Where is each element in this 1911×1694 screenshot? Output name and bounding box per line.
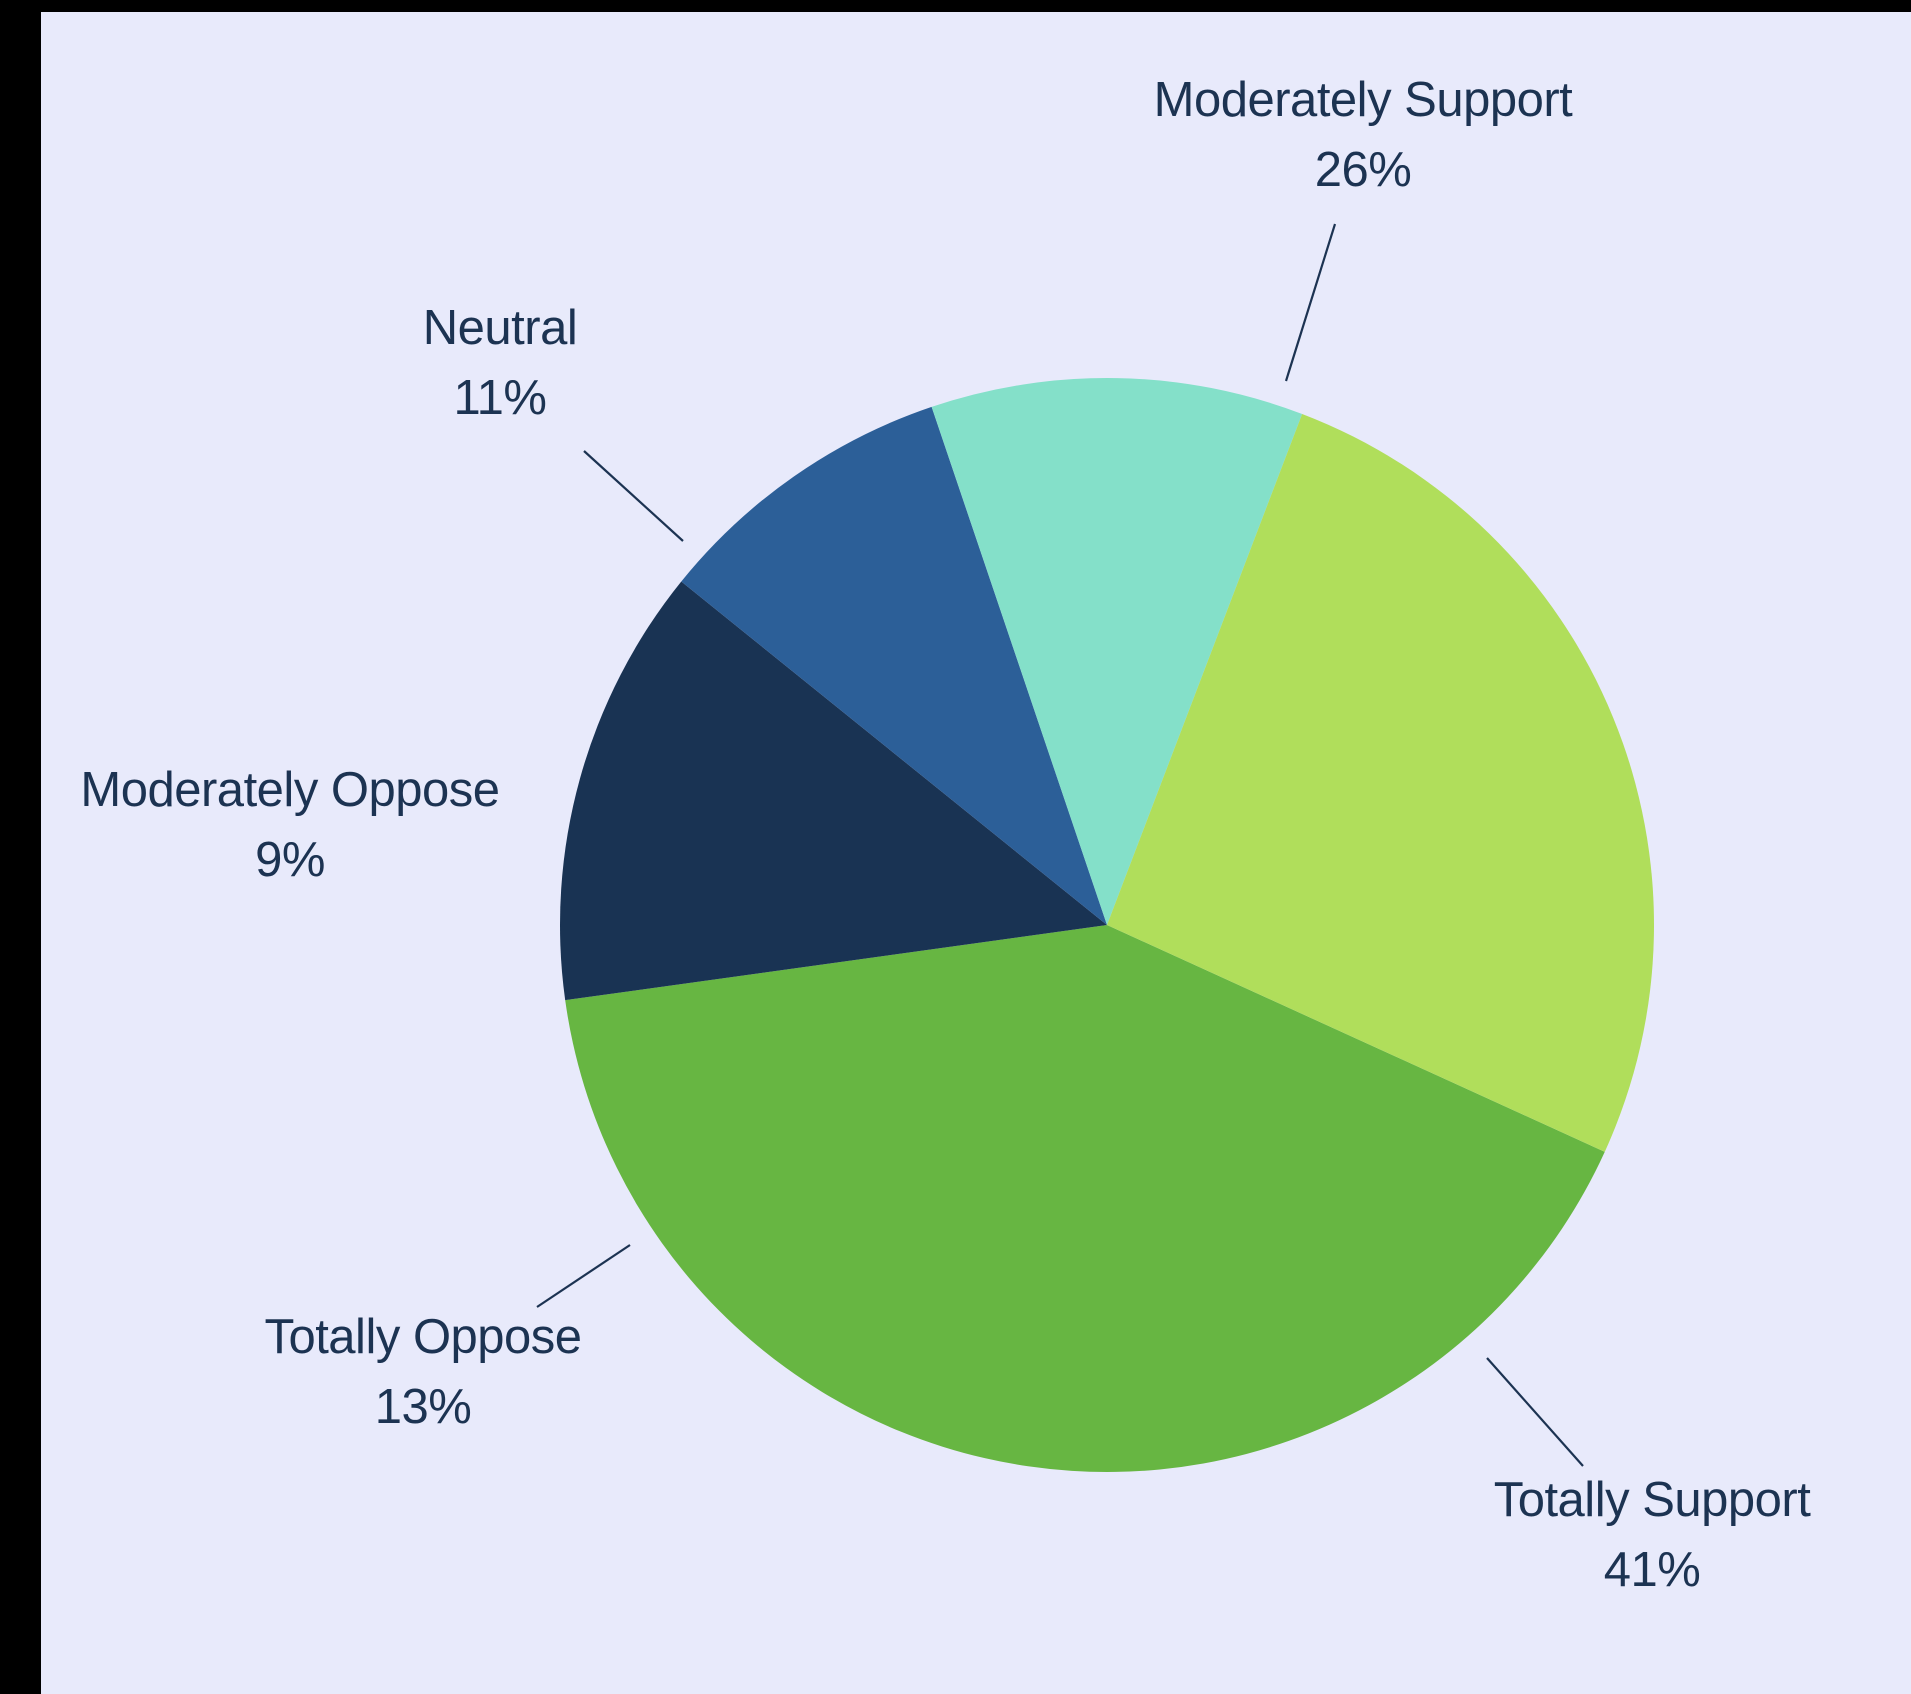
slice-label-totally-support: Totally Support (1494, 1473, 1812, 1527)
leader-line-moderately-support (1284, 223, 1337, 382)
leader-line-totally-support (1486, 1357, 1584, 1467)
slice-value-moderately-support: 26% (1315, 143, 1412, 197)
slice-label-neutral: Neutral (423, 301, 577, 355)
slice-labels: Totally Support 41% Totally Oppose 13% Moder… (80, 73, 1811, 1597)
pie-slice-moderately-oppose (681, 406, 1107, 925)
slice-value-totally-oppose: 13% (375, 1380, 472, 1434)
slice-label-totally-oppose: Totally Oppose (264, 1310, 581, 1364)
pie-slice-totally-support (565, 925, 1605, 1473)
slice-label-moderately-oppose: Moderately Oppose (80, 763, 499, 817)
leader-line-neutral (583, 450, 684, 542)
slice-value-neutral: 11% (454, 371, 547, 425)
pie-slice-neutral (931, 378, 1303, 925)
pie-slice-totally-oppose (559, 581, 1107, 1001)
slice-label-moderately-support: Moderately Support (1154, 73, 1574, 127)
slice-value-moderately-oppose: 9% (255, 833, 325, 887)
pie-slice-moderately-support (1107, 413, 1655, 1152)
slice-value-totally-support: 41% (1604, 1543, 1701, 1597)
leader-line-totally-oppose (536, 1244, 631, 1308)
pie-slices (559, 378, 1655, 1473)
leader-lines (536, 223, 1584, 1467)
